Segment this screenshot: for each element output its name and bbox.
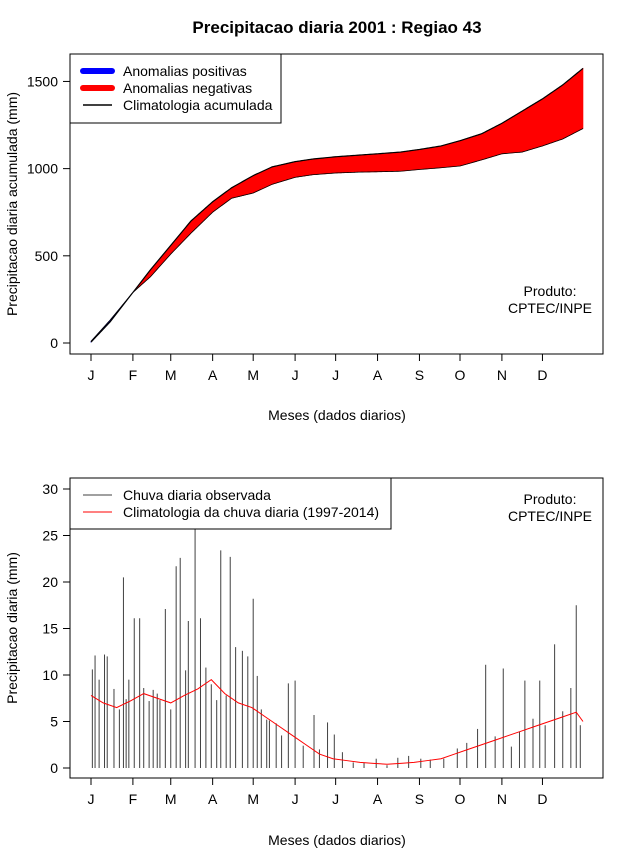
x-tick-label: J: [332, 367, 339, 383]
bottom-clim-line: [90, 678, 584, 765]
x-tick-label: A: [373, 791, 383, 807]
daily-climatology-line: [90, 678, 584, 765]
x-tick-label: A: [373, 367, 383, 383]
x-tick-label: S: [415, 367, 424, 383]
bottom-bars: [91, 526, 581, 768]
x-tick-label: D: [537, 367, 547, 383]
x-tick-label: M: [247, 367, 259, 383]
observed-cumulative-line: [90, 128, 584, 342]
top-panel: 0 500 1000 1500 J F M A M J J A S O N D Meses (dados d…: [4, 53, 604, 423]
chart-title: Precipitacao diaria 2001 : Regiao 43: [192, 18, 481, 37]
legend-clim-daily-label: Climatologia da chuva diaria (1997-2014): [123, 504, 379, 520]
y-tick-label: 15: [42, 621, 58, 637]
x-tick-label: M: [165, 367, 177, 383]
x-tick-label: M: [165, 791, 177, 807]
top-y-axis: 0 500 1000 1500: [27, 73, 71, 351]
y-tick-label: 0: [50, 335, 58, 351]
x-tick-label: D: [537, 791, 547, 807]
y-tick-label: 0: [50, 760, 58, 776]
x-tick-label: J: [292, 367, 299, 383]
bottom-legend: Chuva diaria observada Climatologia da c…: [69, 477, 392, 530]
y-tick-label: 1000: [27, 161, 58, 177]
top-lines: [90, 67, 584, 343]
legend-observed-label: Chuva diaria observada: [123, 487, 271, 503]
x-tick-label: A: [208, 791, 218, 807]
top-y-axis-label: Precipitacao diaria acumulada (mm): [4, 92, 20, 316]
bottom-note-line2: CPTEC/INPE: [508, 508, 592, 524]
legend-climatology-label: Climatologia acumulada: [123, 97, 273, 113]
x-tick-label: J: [332, 791, 339, 807]
top-legend: Anomalias positivas Anomalias negativas …: [69, 53, 282, 124]
y-tick-label: 25: [42, 528, 58, 544]
x-tick-label: A: [208, 367, 218, 383]
y-tick-label: 500: [35, 248, 59, 264]
x-tick-label: J: [88, 791, 95, 807]
y-tick-label: 5: [50, 714, 58, 730]
y-tick-label: 10: [42, 667, 58, 683]
bottom-note-line1: Produto:: [524, 491, 577, 507]
bottom-y-axis: 0 5 10 15 20 25 30: [42, 481, 71, 776]
legend-negative-label: Anomalias negativas: [123, 80, 252, 96]
bottom-legend-box: [69, 477, 392, 530]
x-tick-label: J: [292, 791, 299, 807]
y-tick-label: 1500: [27, 73, 58, 89]
top-note-line2: CPTEC/INPE: [508, 300, 592, 316]
x-tick-label: F: [129, 367, 138, 383]
bottom-x-axis-label: Meses (dados diarios): [268, 832, 406, 848]
x-tick-label: F: [129, 791, 138, 807]
x-tick-label: N: [497, 367, 507, 383]
climatology-cumulative-line: [90, 67, 584, 343]
legend-positive-label: Anomalias positivas: [123, 63, 247, 79]
bottom-panel: 0 5 10 15 20 25 30 J F M A M J J A S O N D Meses (dados d…: [4, 477, 604, 848]
x-tick-label: O: [455, 367, 466, 383]
bottom-y-axis-label: Precipitacao diaria (mm): [4, 552, 20, 704]
x-tick-label: N: [497, 791, 507, 807]
x-tick-label: J: [88, 367, 95, 383]
top-x-axis-label: Meses (dados diarios): [268, 407, 406, 423]
x-tick-label: M: [247, 791, 259, 807]
y-tick-label: 30: [42, 481, 58, 497]
top-note-line1: Produto:: [524, 283, 577, 299]
x-tick-label: O: [455, 791, 466, 807]
y-tick-label: 20: [42, 574, 58, 590]
x-tick-label: S: [415, 791, 424, 807]
